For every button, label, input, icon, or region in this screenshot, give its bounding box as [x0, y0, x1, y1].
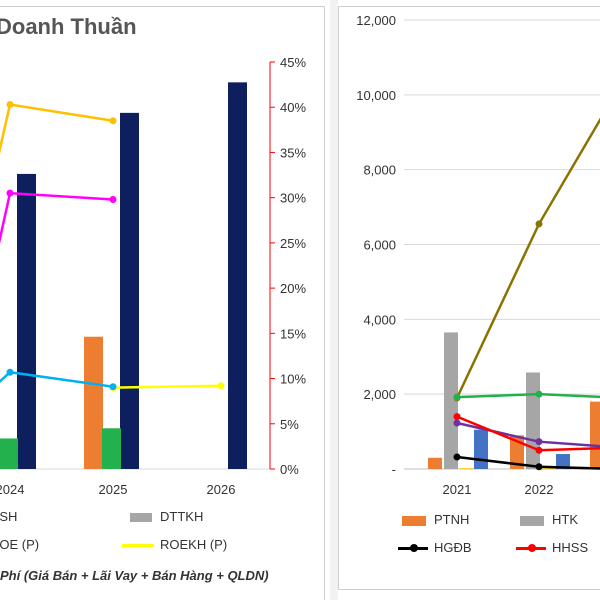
legend-label: ROE (P) — [0, 537, 40, 552]
y2-tick-label: 20% — [280, 281, 306, 296]
bar — [0, 438, 18, 469]
y-tick-label: 12,000 — [356, 13, 396, 28]
series-line — [455, 117, 600, 399]
panel-border-bottom — [338, 589, 600, 590]
y-tick-label: 10,000 — [356, 88, 396, 103]
legend-label: HGĐB — [434, 540, 472, 555]
bar — [590, 401, 600, 469]
bar — [460, 468, 474, 469]
line-point — [109, 117, 117, 125]
x-tick-label: 2022 — [525, 482, 554, 497]
y2-tick-label: 45% — [280, 55, 306, 70]
y2-tick-label: 40% — [280, 100, 306, 115]
legend-swatch — [130, 513, 152, 522]
bar — [526, 372, 540, 469]
legend-swatch — [402, 516, 426, 526]
legend-swatch — [398, 547, 428, 550]
line-point — [535, 390, 543, 398]
legend-label: HHSS — [552, 540, 589, 555]
x-tick-label: 2024 — [0, 482, 24, 497]
panel-border-top — [0, 6, 324, 7]
bar — [84, 336, 103, 469]
y-tick-label: 6,000 — [363, 238, 396, 253]
right-chart-panel: - 2,000 4,000 6,000 8,000 10,000 12,000 2021 202… — [338, 0, 600, 600]
bar — [542, 468, 556, 469]
series-line — [0, 103, 114, 155]
legend-swatch — [520, 516, 544, 526]
bar — [444, 332, 458, 469]
legend-label: ROEKH (P) — [160, 537, 228, 552]
line-point — [535, 220, 543, 228]
panel-border-top — [338, 6, 600, 7]
footnote: Phí (Giá Bán + Lãi Vay + Bán Hàng + QLDN… — [0, 568, 269, 583]
bar — [428, 457, 442, 469]
line-point — [453, 413, 461, 421]
line-point — [535, 438, 543, 446]
legend-label: HTK — [552, 512, 578, 527]
bar — [228, 82, 247, 469]
left-chart-panel: Doanh Thuần 0% 5% 10% 15% 20% 25% 30% 35% 40% 45%… — [0, 6, 325, 600]
legend-label: PTNH — [434, 512, 470, 527]
line-point — [217, 382, 225, 390]
y2-tick-label: 0% — [280, 462, 299, 477]
x-tick-label: 2025 — [99, 482, 128, 497]
y2-tick-label: 15% — [280, 326, 306, 341]
legend-swatch — [122, 544, 154, 547]
line-point — [453, 393, 461, 401]
legend-label: CSH — [0, 509, 18, 524]
bar — [120, 112, 139, 469]
line-point — [453, 419, 461, 427]
bar — [556, 454, 570, 469]
line-point — [109, 195, 117, 203]
y2-tick-label: 5% — [280, 417, 299, 432]
panel-border-left — [338, 6, 339, 590]
line-point — [535, 446, 543, 454]
line-point — [6, 189, 14, 197]
series-line — [0, 191, 114, 245]
legend-label: DTTKH — [160, 509, 204, 524]
y-tick-label: - — [392, 462, 396, 477]
y-tick-label: 2,000 — [363, 387, 396, 402]
line-point — [6, 368, 14, 376]
y2-tick-label: 10% — [280, 372, 306, 387]
x-tick-label: 2026 — [207, 482, 236, 497]
series-line — [112, 384, 222, 389]
x-tick-label: 2021 — [443, 482, 472, 497]
y-tick-label: 4,000 — [363, 312, 396, 327]
y2-tick-label: 30% — [280, 191, 306, 206]
y2-tick-label: 25% — [280, 236, 306, 251]
left-chart-svg: 0% 5% 10% 15% 20% 25% 30% 35% 40% 45% 2024 2025 2026 — [0, 55, 306, 497]
bar — [102, 428, 121, 469]
bar — [474, 429, 488, 469]
legend-swatch — [516, 547, 546, 550]
line-point — [109, 383, 117, 391]
line-point — [535, 463, 543, 471]
y2-tick-label: 35% — [280, 145, 306, 160]
panel-border-right — [324, 6, 325, 600]
line-point — [453, 453, 461, 461]
line-point — [6, 101, 14, 109]
right-chart-svg: - 2,000 4,000 6,000 8,000 10,000 12,000 2021 202… — [356, 13, 600, 497]
y-tick-label: 8,000 — [363, 163, 396, 178]
panel-divider — [330, 0, 338, 600]
bar — [17, 173, 36, 470]
chart-title: Doanh Thuần — [0, 14, 137, 39]
